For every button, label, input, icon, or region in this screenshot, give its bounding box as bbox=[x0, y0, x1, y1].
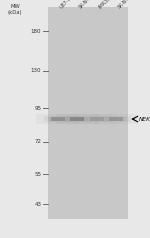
Text: MW
(kDa): MW (kDa) bbox=[8, 4, 22, 15]
Bar bbox=[48, 117, 68, 121]
Text: 55: 55 bbox=[34, 172, 41, 177]
Text: NEK4: NEK4 bbox=[139, 117, 150, 122]
Bar bbox=[90, 118, 104, 121]
Bar bbox=[95, 114, 138, 124]
Text: 95: 95 bbox=[34, 106, 41, 111]
Bar bbox=[102, 116, 130, 122]
Text: 72: 72 bbox=[34, 139, 41, 144]
Bar bbox=[44, 116, 72, 122]
Text: SK-N-AS: SK-N-AS bbox=[117, 0, 134, 10]
Text: IMR32: IMR32 bbox=[98, 0, 112, 10]
Bar bbox=[67, 117, 87, 121]
Bar bbox=[48, 7, 128, 219]
Text: SK-N-SH: SK-N-SH bbox=[78, 0, 96, 10]
Bar bbox=[82, 116, 111, 122]
Text: 180: 180 bbox=[31, 29, 41, 34]
Bar bbox=[56, 114, 99, 124]
Text: 130: 130 bbox=[31, 68, 41, 73]
Bar bbox=[109, 118, 123, 121]
Bar bbox=[51, 118, 65, 121]
Bar bbox=[70, 118, 84, 121]
Text: 43: 43 bbox=[34, 202, 41, 207]
Bar bbox=[36, 114, 79, 124]
Bar bbox=[63, 116, 92, 122]
Text: U87-MG: U87-MG bbox=[58, 0, 76, 10]
Bar bbox=[75, 114, 118, 124]
Bar bbox=[87, 117, 107, 121]
Bar bbox=[106, 117, 126, 121]
